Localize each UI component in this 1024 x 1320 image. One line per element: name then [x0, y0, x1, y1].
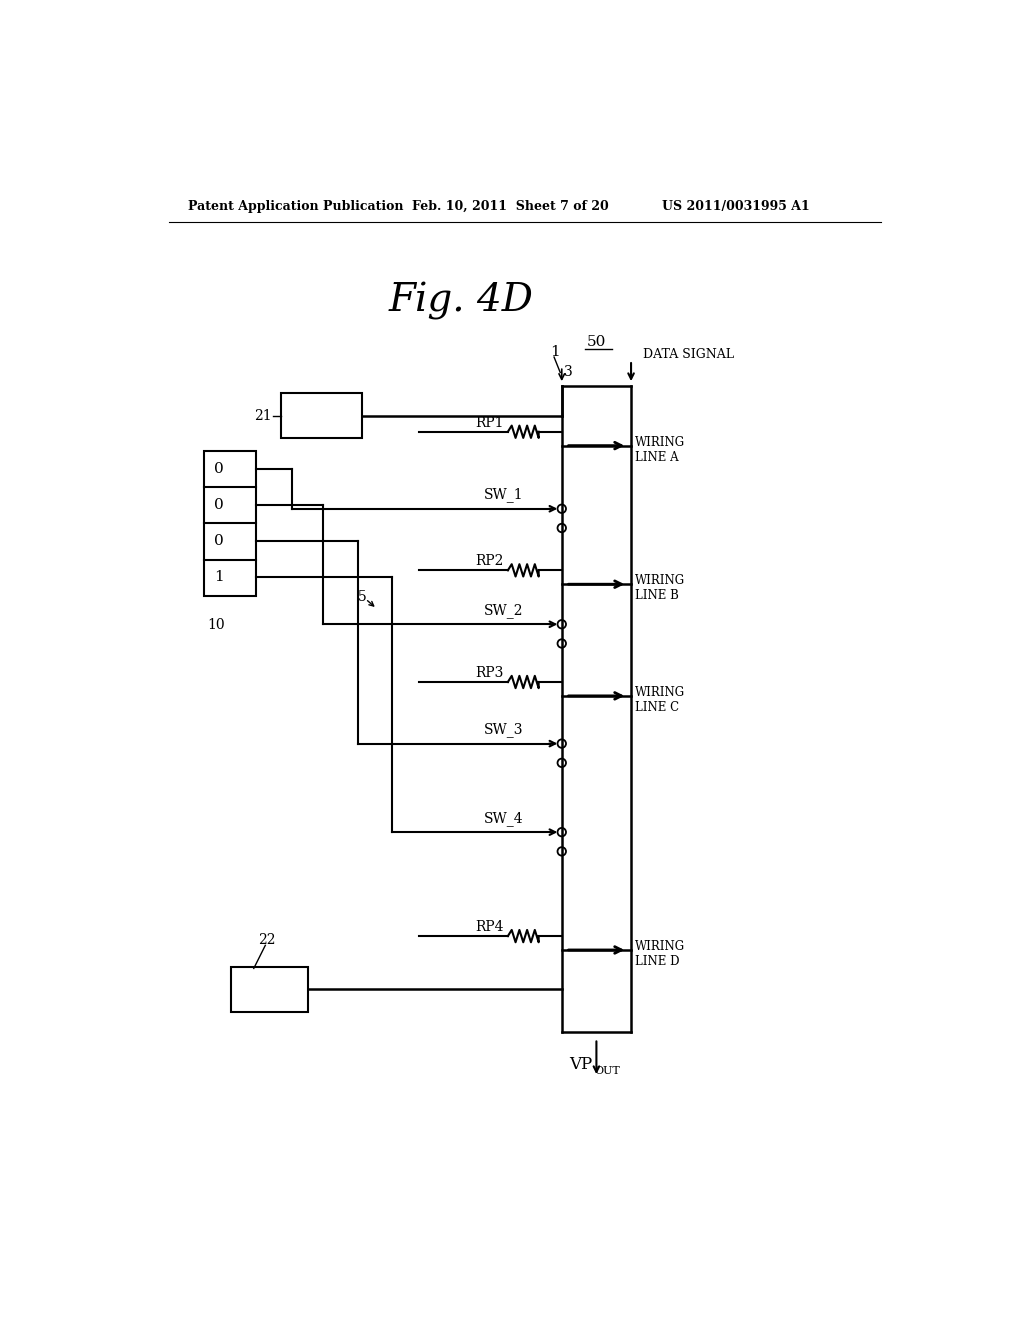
Text: RP3: RP3 [475, 665, 504, 680]
Text: 0: 0 [214, 535, 224, 548]
Text: SW_1: SW_1 [483, 487, 523, 503]
Text: RP2: RP2 [475, 554, 504, 568]
Text: SW_2: SW_2 [483, 603, 523, 618]
Text: WIRING
LINE B: WIRING LINE B [635, 574, 685, 602]
Bar [230, 968, 307, 1011]
Text: 50: 50 [587, 335, 606, 348]
Text: SW_4: SW_4 [483, 810, 523, 826]
Text: 1: 1 [214, 570, 224, 585]
Text: 3: 3 [564, 366, 572, 379]
Text: US 2011/0031995 A1: US 2011/0031995 A1 [662, 199, 810, 213]
Text: 21: 21 [254, 409, 271, 422]
Text: Fig. 4D: Fig. 4D [388, 282, 534, 319]
Text: 0: 0 [214, 462, 224, 475]
Text: DATA SIGNAL: DATA SIGNAL [643, 348, 733, 362]
Text: 5: 5 [357, 590, 367, 605]
Text: SW_3: SW_3 [483, 722, 523, 737]
Bar [281, 393, 361, 438]
Text: 0: 0 [214, 498, 224, 512]
Text: Feb. 10, 2011  Sheet 7 of 20: Feb. 10, 2011 Sheet 7 of 20 [412, 199, 608, 213]
Bar [204, 451, 256, 595]
Text: VP: VP [569, 1056, 593, 1073]
Text: WIRING
LINE A: WIRING LINE A [635, 436, 685, 463]
Text: 1: 1 [550, 346, 560, 359]
Text: WIRING
LINE C: WIRING LINE C [635, 686, 685, 714]
Text: 22: 22 [258, 933, 275, 946]
Text: 10: 10 [208, 618, 225, 632]
Text: RP1: RP1 [475, 416, 504, 429]
Text: RP4: RP4 [475, 920, 504, 933]
Text: OUT: OUT [594, 1065, 620, 1076]
Text: Patent Application Publication: Patent Application Publication [188, 199, 403, 213]
Text: WIRING
LINE D: WIRING LINE D [635, 940, 685, 968]
